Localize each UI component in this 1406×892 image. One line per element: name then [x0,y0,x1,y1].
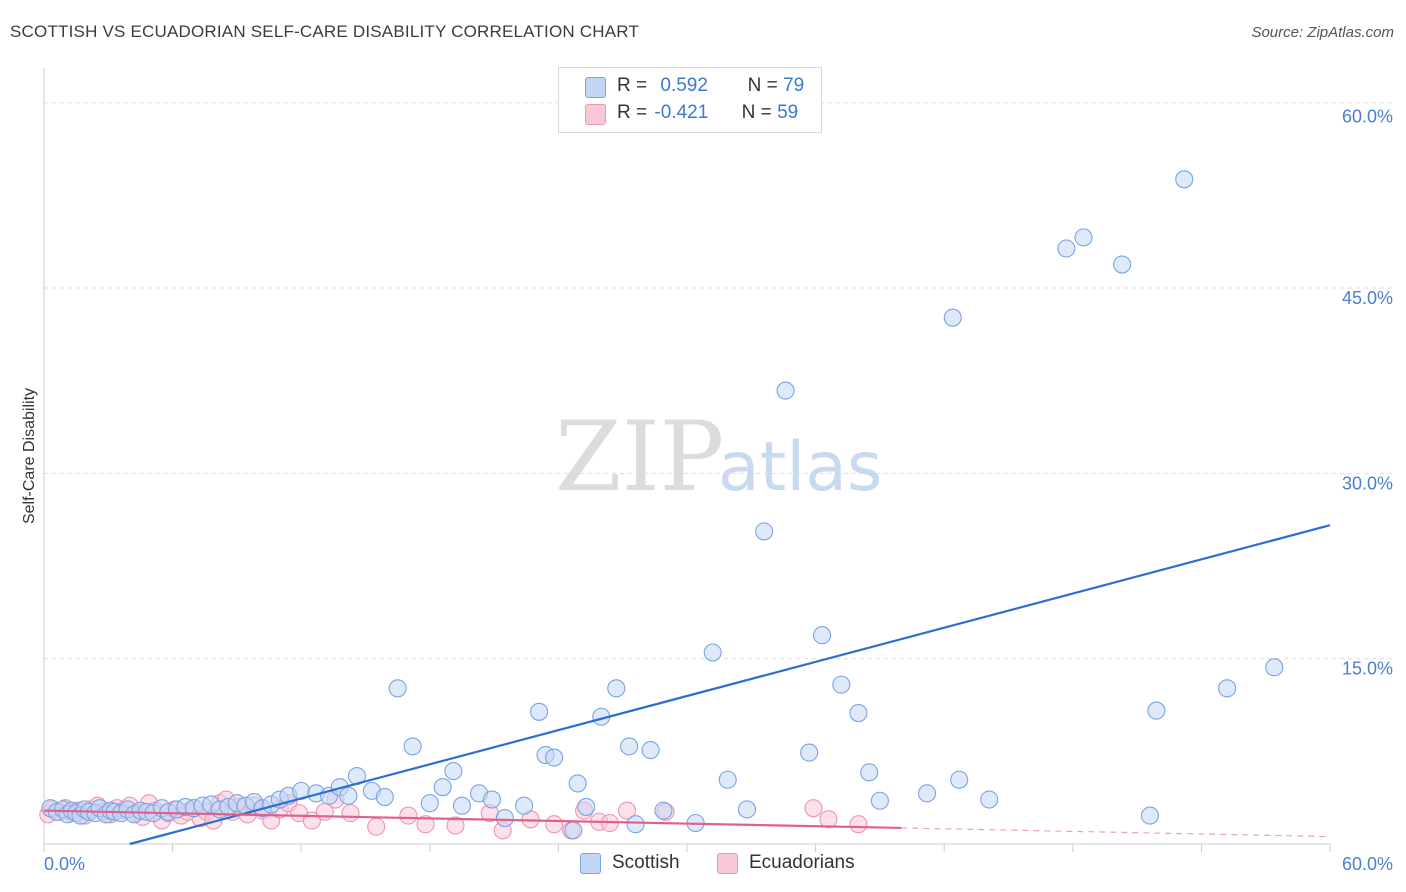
scottish-point [860,763,879,782]
legend-n-label: N = [747,75,778,96]
legend-n-value: 79 [783,75,805,96]
ecuadorians-swatch [585,104,606,125]
ecuadorians-trend-line [43,809,902,830]
scottish-point [641,741,660,760]
scottish-point [776,381,795,400]
correlation-legend: R = 0.592 N = 79 R = -0.421 N = 59 [558,67,822,133]
axes [43,68,1331,852]
ecuadorians-point [849,815,868,834]
scottish-point [737,800,757,819]
scottish-trend-line [129,524,1331,846]
ecuadorians-trend-extension [901,827,1331,838]
scottish-point [1140,806,1160,825]
scottish-point [568,774,587,793]
scottish-point [452,796,472,815]
scottish-point [718,770,737,789]
scottish-point [849,703,868,723]
legend-r-label: R = [617,75,648,96]
scottish-point [339,786,358,805]
scottish-point [1265,658,1284,677]
legend-label-scottish: Scottish [612,852,680,873]
legend-r-label: R = [617,102,648,123]
scottish-point [1057,239,1076,258]
chart-title: SCOTTISH VS ECUADORIAN SELF-CARE DISABIL… [10,22,640,41]
ecuadorians-point [399,806,418,825]
y-axis-label: Self-Care Disability [21,388,38,524]
y-tick-label: 30.0% [1342,473,1393,493]
scottish-point [444,762,463,781]
tick-labels: 15.0% 30.0% 45.0% 60.0% 0.0% 60.0% [44,107,1393,874]
scottish-point [626,815,645,834]
scottish-point [755,522,774,541]
scottish-point [375,788,394,807]
scottish-point [1113,255,1132,274]
scottish-point [495,809,514,828]
scottish-point [832,675,851,694]
ecuadorians-point [819,810,838,829]
scottish-point [1175,170,1194,189]
scottish-point [403,737,422,756]
scottish-point [620,737,639,756]
scottish-point [1074,228,1093,247]
y-tick-label: 45.0% [1342,288,1393,308]
scottish-point [1147,701,1166,720]
legend-label-ecuadorians: Ecuadorians [749,852,855,873]
scottish-swatch [580,853,601,874]
scottish-point [703,643,722,662]
legend-n-value: 59 [777,102,799,123]
scottish-point [515,796,534,815]
scottish-point [654,801,673,820]
legend-r-value: 0.592 [660,75,708,96]
ecuadorians-point [367,817,386,836]
scottish-point [577,797,596,816]
grid-lines [44,102,1395,660]
x-tick-label: 0.0% [44,854,85,874]
ecuadorians-point [341,804,360,823]
scottish-swatch [585,77,606,98]
scottish-point [420,794,439,813]
x-tick-label: 60.0% [1342,854,1393,874]
legend-n-label: N = [741,102,772,123]
scottish-point [943,308,962,327]
watermark-zip: ZIP [555,401,724,513]
scottish-point [388,679,407,698]
ecuadorians-point [804,799,823,818]
legend-r-value: -0.421 [654,102,709,123]
source-label: Source: ZipAtlas.com [1251,24,1394,41]
scottish-point [1218,679,1237,698]
scottish-point [530,702,549,721]
scottish-point [918,784,937,803]
ecuadorians-point [446,816,465,835]
scottish-point [950,770,969,789]
trend-lines [43,524,1331,846]
scottish-point [433,778,452,797]
scottish-point [607,679,626,698]
ecuadorians-point [617,801,637,820]
ecuadorians-swatch [717,853,738,874]
scottish-point [812,626,832,645]
scottish-point [564,821,583,840]
y-tick-label: 60.0% [1342,107,1393,127]
scottish-point [800,743,819,762]
watermark-atlas: atlas [718,428,882,507]
ecuadorians-point [545,815,564,834]
y-tick-label: 15.0% [1342,659,1393,679]
ecuadorians-point [416,815,435,834]
scottish-point [870,791,889,810]
scottish-point [545,748,564,767]
scottish-point [980,790,999,809]
scottish-point [482,790,502,809]
